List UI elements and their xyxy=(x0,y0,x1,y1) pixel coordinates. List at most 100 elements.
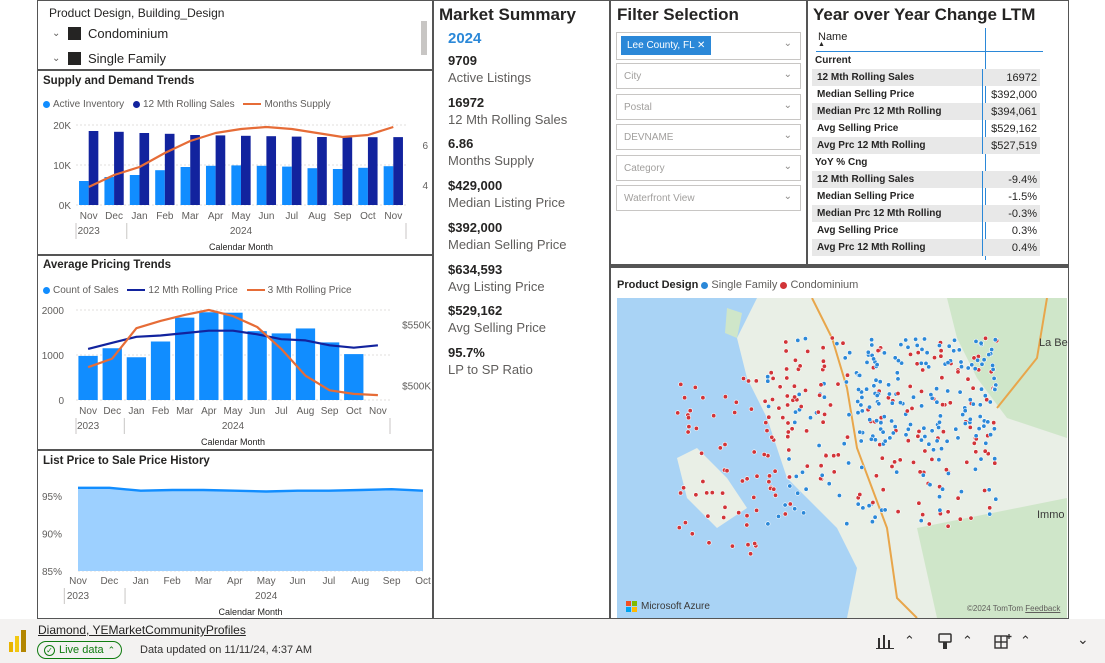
map-point xyxy=(989,346,995,352)
map-point xyxy=(764,428,770,434)
summary-value: $634,593 xyxy=(448,261,503,277)
map-point xyxy=(823,453,829,459)
plugin-button[interactable] xyxy=(936,633,954,655)
layout-button[interactable] xyxy=(994,633,1012,655)
table-row[interactable]: Median Prc 12 Mth Rolling $394,061 xyxy=(812,103,1040,120)
chevron-down-icon[interactable]: ⌄ xyxy=(783,130,792,141)
table-row[interactable]: Median Selling Price $392,000 xyxy=(812,86,1040,103)
bar-rolling-sales xyxy=(266,136,277,205)
bar-active-inventory xyxy=(307,168,318,205)
map-point xyxy=(940,486,946,492)
summary-item: $429,000 Median Listing Price xyxy=(448,178,565,210)
report-name-link[interactable]: Diamond, YEMarketCommunityProfiles xyxy=(38,623,246,637)
checkbox[interactable] xyxy=(68,27,81,40)
map-point xyxy=(922,448,928,454)
chevron-down-icon[interactable]: ⌄ xyxy=(783,99,792,111)
chevron-up-icon[interactable]: ⌃ xyxy=(904,633,915,648)
map-point xyxy=(988,432,994,438)
slicer-item-single-family[interactable]: ⌄ Single Family xyxy=(52,51,166,66)
county-filter[interactable]: Lee County, FL ✕ ⌄ xyxy=(616,32,801,60)
legend-active-inventory[interactable]: Active Inventory xyxy=(43,99,124,110)
summary-value: $429,000 xyxy=(448,178,503,194)
legend-3-mth-price[interactable]: 3 Mth Rolling Price xyxy=(246,285,352,296)
chevron-down-icon[interactable]: ⌄ xyxy=(1077,631,1089,647)
map-point xyxy=(894,370,900,376)
x-tick: Feb xyxy=(163,576,181,587)
map-point xyxy=(982,448,988,454)
chevron-down-icon[interactable]: ⌄ xyxy=(783,38,792,49)
chevron-down-icon[interactable]: ⌄ xyxy=(52,28,61,39)
table-row[interactable]: Median Prc 12 Mth Rolling -0.3% xyxy=(812,205,1040,222)
yoy-column-header[interactable]: Name ▲ xyxy=(818,31,848,48)
map-point xyxy=(689,531,695,537)
bar-active-inventory xyxy=(129,175,140,205)
yoy-title: Year over Year Change LTM xyxy=(813,5,1036,24)
summary-label: Median Selling Price xyxy=(448,236,567,252)
legend-12-mth-price[interactable]: 12 Mth Rolling Price xyxy=(127,285,238,296)
summary-value: 95.7% xyxy=(448,344,485,360)
table-row[interactable]: Avg Selling Price 0.3% xyxy=(812,222,1040,239)
map-point xyxy=(768,370,774,376)
chevron-down-icon[interactable]: ⌄ xyxy=(52,53,61,64)
map-point xyxy=(973,449,979,455)
county-chip[interactable]: Lee County, FL ✕ xyxy=(621,36,712,55)
table-row[interactable]: 12 Mth Rolling Sales -9.4% xyxy=(812,171,1040,188)
filter-category[interactable]: Category ⌄ xyxy=(616,154,801,181)
map-point xyxy=(773,492,779,498)
map-point xyxy=(904,408,910,414)
filter-waterfront-view[interactable]: Waterfront View ⌄ xyxy=(616,185,801,211)
feedback-link[interactable]: Feedback xyxy=(1025,604,1061,613)
bar-rolling-sales xyxy=(393,137,403,205)
analytics-button[interactable] xyxy=(876,633,896,652)
map-point xyxy=(918,360,924,366)
slicer-item-condominium[interactable]: ⌄ Condominium xyxy=(52,26,168,41)
chevron-down-icon[interactable]: ⌄ xyxy=(783,69,792,80)
map-point xyxy=(831,469,837,475)
map-point xyxy=(892,424,898,430)
slicer-scrollbar[interactable] xyxy=(421,21,427,55)
map-point xyxy=(843,379,849,385)
y2-tick: 4 xyxy=(422,181,428,192)
filter-city[interactable]: City ⌄ xyxy=(616,63,801,89)
map-point xyxy=(907,351,913,357)
legend-rolling-sales[interactable]: 12 Mth Rolling Sales xyxy=(132,99,235,110)
checkbox[interactable] xyxy=(68,52,81,65)
chevron-down-icon[interactable]: ⌄ xyxy=(783,191,792,202)
legend-months-supply[interactable]: Months Supply xyxy=(243,99,331,110)
map-point xyxy=(693,492,699,498)
legend-single-family[interactable]: Single Family xyxy=(701,279,777,291)
map-point xyxy=(914,361,920,367)
map-point xyxy=(957,516,963,522)
legend-count-of-sales[interactable]: Count of Sales xyxy=(43,285,119,296)
map-point xyxy=(945,471,951,477)
x-tick: Nov xyxy=(69,576,87,587)
table-row[interactable]: Median Selling Price -1.5% xyxy=(812,188,1040,205)
map-point xyxy=(801,510,807,516)
map-attribution: ©2024 TomTom Feedback xyxy=(967,604,1061,613)
row-value: $527,519 xyxy=(981,137,1040,154)
map-point xyxy=(864,386,870,392)
close-icon[interactable]: ✕ xyxy=(697,40,706,51)
legend-condominium[interactable]: Condominium xyxy=(780,279,858,291)
map-point xyxy=(970,385,976,391)
chevron-down-icon[interactable]: ⌄ xyxy=(783,160,792,172)
x-tick: May xyxy=(257,576,276,587)
year-label: 2023 xyxy=(77,421,100,432)
filter-devname[interactable]: DEVNAME ⌄ xyxy=(616,124,801,150)
summary-item: $392,000 Median Selling Price xyxy=(448,220,567,252)
table-row[interactable]: Avg Prc 12 Mth Rolling $527,519 xyxy=(812,137,1040,154)
map-point xyxy=(835,452,841,458)
x-tick: Jan xyxy=(128,406,144,417)
map-point xyxy=(866,503,872,509)
filter-postal[interactable]: Postal ⌄ xyxy=(616,93,801,120)
table-row[interactable]: Avg Prc 12 Mth Rolling 0.4% xyxy=(812,239,1040,256)
map-point xyxy=(881,414,887,420)
chevron-up-icon[interactable]: ⌃ xyxy=(1020,633,1031,648)
map-canvas[interactable] xyxy=(617,298,1067,618)
table-row[interactable]: 12 Mth Rolling Sales 16972 xyxy=(812,69,1040,86)
map-point xyxy=(855,410,861,416)
table-row[interactable]: Avg Selling Price $529,162 xyxy=(812,120,1040,137)
live-data-button[interactable]: ✓ Live data ⌃ xyxy=(37,641,123,659)
bar-rolling-sales xyxy=(164,133,175,205)
chevron-up-icon[interactable]: ⌃ xyxy=(962,633,973,648)
